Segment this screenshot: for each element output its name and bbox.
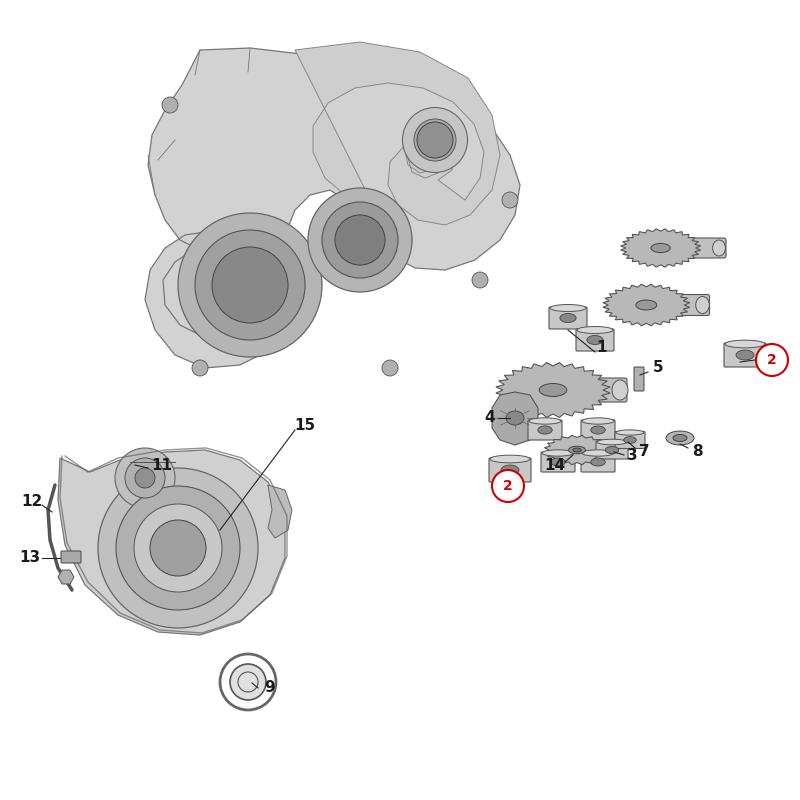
FancyBboxPatch shape xyxy=(634,367,644,391)
Polygon shape xyxy=(492,392,538,445)
Ellipse shape xyxy=(736,350,754,360)
FancyBboxPatch shape xyxy=(541,452,575,472)
Ellipse shape xyxy=(666,431,694,445)
FancyBboxPatch shape xyxy=(523,378,627,402)
Circle shape xyxy=(502,192,518,208)
Ellipse shape xyxy=(573,448,581,452)
Text: 2: 2 xyxy=(767,353,777,367)
Ellipse shape xyxy=(587,335,603,345)
Circle shape xyxy=(192,360,208,376)
Ellipse shape xyxy=(529,418,561,424)
Ellipse shape xyxy=(542,450,574,456)
Ellipse shape xyxy=(636,300,657,310)
Circle shape xyxy=(308,188,412,292)
Circle shape xyxy=(150,520,206,576)
Polygon shape xyxy=(496,362,610,418)
Circle shape xyxy=(162,97,178,113)
Circle shape xyxy=(116,486,240,610)
Ellipse shape xyxy=(597,439,627,445)
FancyBboxPatch shape xyxy=(724,343,766,367)
Ellipse shape xyxy=(612,380,628,400)
Polygon shape xyxy=(544,435,610,465)
Polygon shape xyxy=(145,48,520,368)
Ellipse shape xyxy=(590,458,606,466)
Ellipse shape xyxy=(501,465,519,475)
Text: 12: 12 xyxy=(22,494,42,510)
Ellipse shape xyxy=(673,434,687,442)
Circle shape xyxy=(178,213,322,357)
Text: 4: 4 xyxy=(485,410,495,426)
Text: 13: 13 xyxy=(19,550,41,566)
Polygon shape xyxy=(621,229,701,267)
Ellipse shape xyxy=(582,450,614,456)
Circle shape xyxy=(115,448,175,508)
Circle shape xyxy=(212,247,288,323)
Circle shape xyxy=(134,504,222,592)
Text: 5: 5 xyxy=(653,361,663,375)
FancyBboxPatch shape xyxy=(596,441,628,459)
Text: 2: 2 xyxy=(503,479,513,493)
FancyBboxPatch shape xyxy=(549,307,587,329)
Ellipse shape xyxy=(696,297,710,314)
Ellipse shape xyxy=(402,107,467,173)
Circle shape xyxy=(322,202,398,278)
Ellipse shape xyxy=(606,446,618,454)
Ellipse shape xyxy=(569,446,586,454)
FancyBboxPatch shape xyxy=(61,551,81,563)
Ellipse shape xyxy=(725,340,765,348)
Circle shape xyxy=(98,468,258,628)
Circle shape xyxy=(125,458,165,498)
Circle shape xyxy=(492,470,524,502)
Text: 7: 7 xyxy=(638,445,650,459)
Polygon shape xyxy=(295,42,500,225)
Ellipse shape xyxy=(414,119,456,161)
Circle shape xyxy=(195,230,305,340)
Text: 3: 3 xyxy=(626,447,638,462)
Text: 15: 15 xyxy=(294,418,315,433)
Ellipse shape xyxy=(538,426,552,434)
Ellipse shape xyxy=(713,240,726,256)
Ellipse shape xyxy=(651,243,670,253)
Ellipse shape xyxy=(506,411,524,425)
Ellipse shape xyxy=(590,426,606,434)
FancyBboxPatch shape xyxy=(489,458,531,482)
Text: 14: 14 xyxy=(545,458,566,473)
Circle shape xyxy=(135,468,155,488)
Ellipse shape xyxy=(582,418,614,424)
FancyBboxPatch shape xyxy=(634,238,726,258)
Polygon shape xyxy=(268,485,292,538)
Ellipse shape xyxy=(577,326,613,334)
Ellipse shape xyxy=(560,314,576,322)
Text: 8: 8 xyxy=(692,445,702,459)
Circle shape xyxy=(382,360,398,376)
Circle shape xyxy=(756,344,788,376)
Ellipse shape xyxy=(550,458,565,466)
Polygon shape xyxy=(603,284,690,326)
FancyBboxPatch shape xyxy=(615,431,645,449)
Ellipse shape xyxy=(550,305,586,311)
Ellipse shape xyxy=(490,455,530,463)
Ellipse shape xyxy=(539,383,566,397)
Circle shape xyxy=(335,215,385,265)
Polygon shape xyxy=(58,450,285,635)
FancyBboxPatch shape xyxy=(528,420,562,440)
FancyBboxPatch shape xyxy=(581,452,615,472)
FancyBboxPatch shape xyxy=(621,294,710,315)
FancyBboxPatch shape xyxy=(576,329,614,351)
Ellipse shape xyxy=(624,437,636,443)
Text: 1: 1 xyxy=(597,341,607,355)
Circle shape xyxy=(472,272,488,288)
Text: 11: 11 xyxy=(151,458,173,473)
Text: 9: 9 xyxy=(265,681,275,695)
Circle shape xyxy=(417,122,453,158)
FancyBboxPatch shape xyxy=(581,420,615,440)
Circle shape xyxy=(230,664,266,700)
Ellipse shape xyxy=(616,430,644,435)
Polygon shape xyxy=(58,570,74,584)
